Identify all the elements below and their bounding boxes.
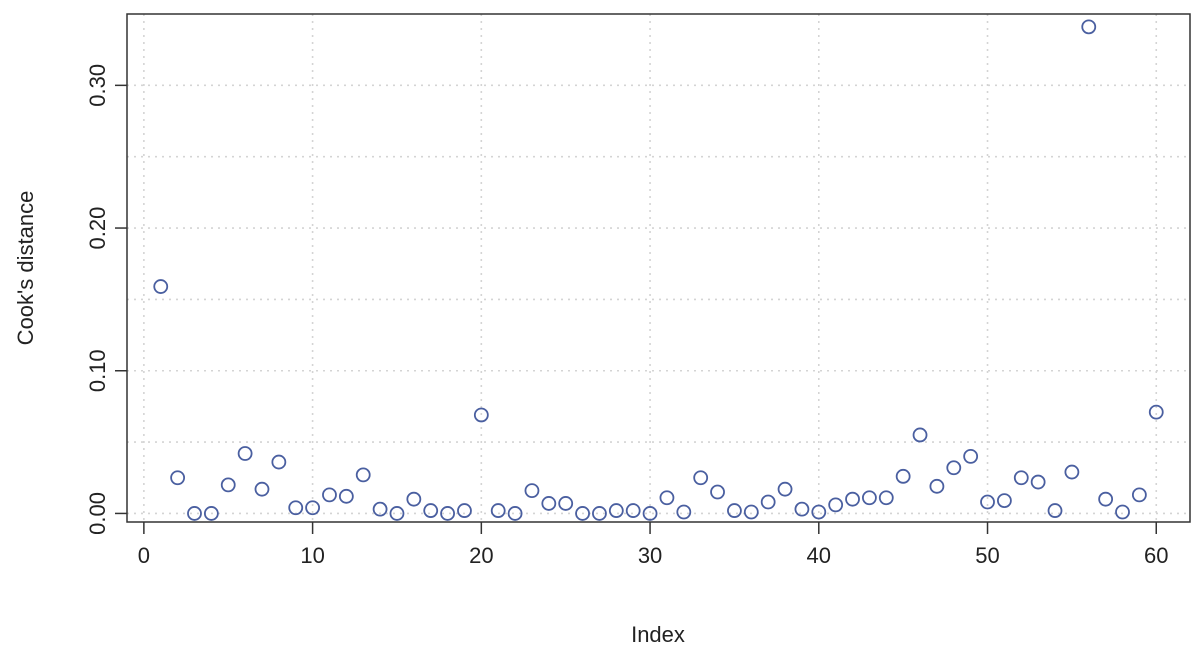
data-point [254,481,270,497]
data-point [203,506,219,521]
data-point [1115,504,1130,520]
data-point [727,503,742,518]
data-point [642,506,658,521]
x-tick-label: 40 [807,543,831,568]
data-point [457,503,472,518]
data-point [760,494,776,510]
data-point [524,483,540,499]
data-point [777,481,793,497]
x-tick-label: 20 [469,543,493,568]
data-point [946,460,962,476]
y-tick-label: 0.00 [85,492,110,535]
x-tick-label: 50 [975,543,999,568]
data-point [929,478,945,494]
grid-lines [127,14,1190,522]
data-point [878,490,894,506]
y-tick-label: 0.30 [85,64,110,107]
data-point [676,504,692,520]
data-point [558,496,574,511]
data-point [794,501,810,517]
data-point [322,487,337,503]
x-tick-label: 60 [1144,543,1168,568]
data-point [389,506,405,521]
data-point [440,506,455,521]
x-tick-label: 0 [138,543,150,568]
y-axis-title: Cook's distance [13,191,38,346]
data-point [1081,19,1097,35]
data-point [473,407,489,423]
y-tick-label: 0.20 [85,207,110,250]
data-point [372,501,388,517]
data-point [220,477,236,493]
data-point [271,454,287,470]
data-point [980,494,995,510]
data-point [862,490,877,506]
data-point [406,491,422,507]
data-point [541,496,557,511]
data-point [355,467,371,483]
data-point [170,470,186,486]
data-point [828,497,844,513]
data-point [1030,474,1046,490]
data-point [845,491,860,507]
data-point [187,506,202,521]
data-point [743,504,759,520]
data-point [575,506,590,521]
x-tick-label: 30 [638,543,662,568]
data-point [1098,491,1114,507]
data-point [811,504,827,520]
data-point [895,468,911,484]
y-tick-label: 0.10 [85,349,110,392]
data-point [1047,503,1063,518]
data-point [710,484,725,500]
data-point [338,488,354,504]
data-points [153,19,1164,521]
data-point [1148,404,1164,420]
data-point [288,500,304,516]
data-point [912,427,928,443]
data-point [1064,464,1080,480]
data-point [423,503,439,518]
data-point [608,503,624,518]
x-tick-label: 10 [300,543,324,568]
data-point [507,506,523,521]
data-point [625,503,641,518]
data-point [490,503,506,518]
data-point [963,448,979,464]
data-point [153,279,169,294]
plot-frame [126,13,1191,523]
axis-ticks: 0 10 20 30 40 50 60 0.00 0.10 0.20 0.30 [85,64,1168,568]
data-point [305,500,321,516]
data-point [237,446,253,461]
data-point [592,506,607,521]
data-point [1013,470,1029,486]
data-point [1131,487,1147,503]
data-point [996,493,1012,508]
data-point [693,470,709,486]
x-axis-title: Index [631,622,685,647]
data-point [659,490,675,506]
